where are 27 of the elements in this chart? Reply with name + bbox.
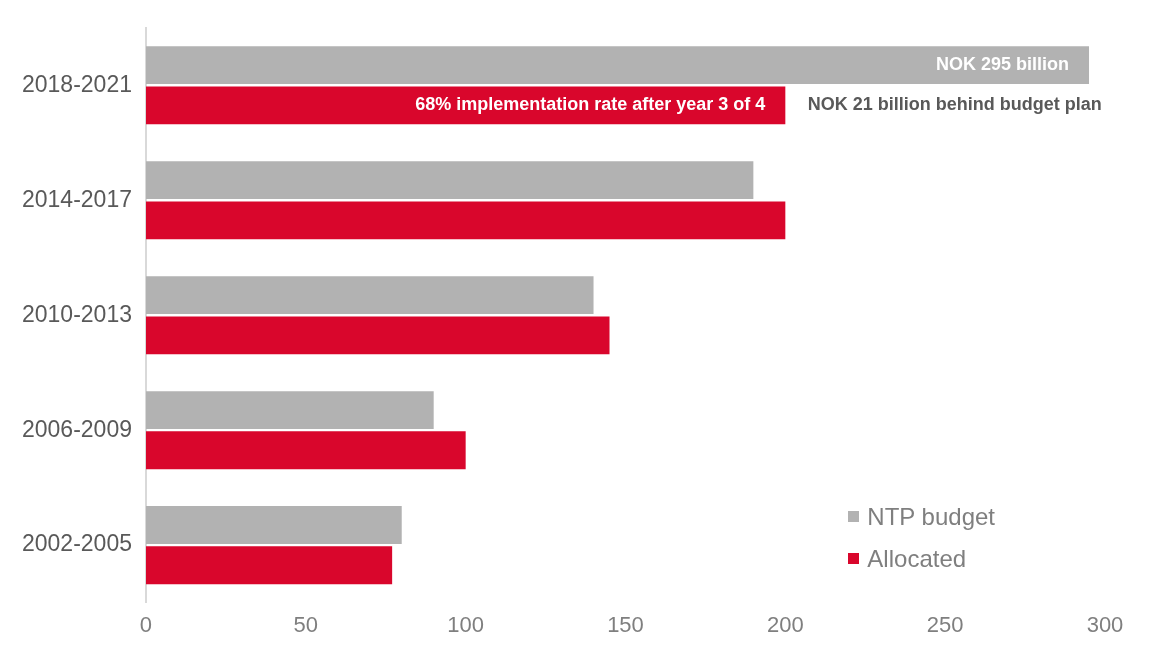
y-tick-label: 2018-2021 <box>21 70 132 97</box>
bar <box>145 546 393 585</box>
bar <box>145 86 786 125</box>
y-tick-label: 2002-2005 <box>21 530 132 557</box>
x-tick-label: 0 <box>139 611 153 637</box>
y-tick-label: 2006-2009 <box>21 415 132 442</box>
bar <box>145 161 754 200</box>
x-tick-label: 250 <box>926 611 964 637</box>
bar <box>145 431 466 470</box>
bar <box>145 46 1090 85</box>
x-tick-label: 100 <box>447 611 485 637</box>
x-tick-label: 200 <box>766 611 804 637</box>
annotation: 68% implementation rate after year 3 of 4 <box>415 94 766 115</box>
bar <box>145 506 402 544</box>
bar <box>145 391 434 429</box>
x-tick-label: 300 <box>1086 611 1124 637</box>
y-tick-label: 2010-2013 <box>21 300 132 327</box>
bar <box>145 316 610 355</box>
x-tick-label: 50 <box>293 611 319 637</box>
y-tick-label: 2014-2017 <box>21 185 132 212</box>
legend-label: Allocated <box>867 544 967 573</box>
bar <box>145 201 786 240</box>
annotation: NOK 21 billion behind budget plan <box>807 94 1102 115</box>
annotation: NOK 295 billion <box>935 54 1070 75</box>
bar <box>145 276 594 314</box>
legend-label: NTP budget <box>867 502 995 531</box>
x-tick-label: 150 <box>607 611 644 637</box>
